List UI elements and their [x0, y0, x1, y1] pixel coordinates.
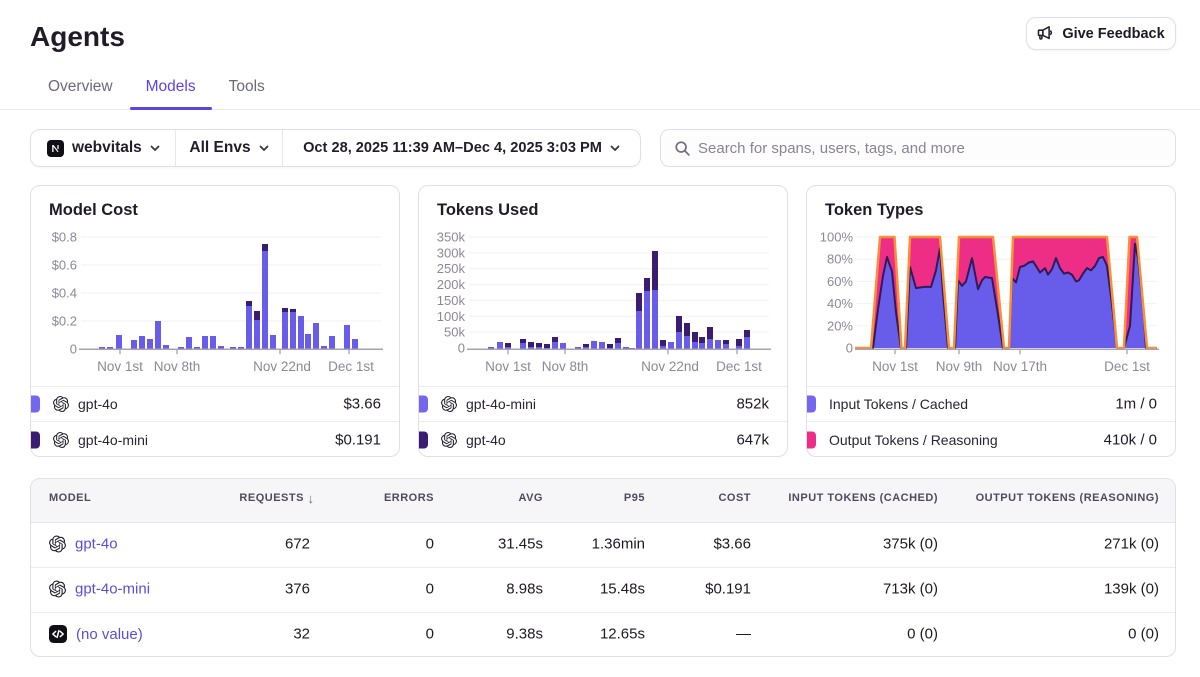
svg-text:Dec 1st: Dec 1st	[716, 359, 762, 374]
svg-text:$0.4: $0.4	[52, 286, 77, 301]
svg-text:50k: 50k	[444, 325, 465, 340]
svg-text:Dec 1st: Dec 1st	[1104, 359, 1150, 374]
svg-text:0: 0	[846, 341, 853, 356]
svg-text:350k: 350k	[437, 230, 466, 245]
svg-text:$0.6: $0.6	[52, 258, 77, 273]
svg-text:300k: 300k	[437, 245, 466, 260]
svg-text:100%: 100%	[820, 230, 854, 245]
svg-text:150k: 150k	[437, 293, 466, 308]
svg-text:$0.8: $0.8	[52, 230, 77, 245]
svg-text:200k: 200k	[437, 277, 466, 292]
svg-text:60%: 60%	[827, 274, 853, 289]
svg-text:Nov 8th: Nov 8th	[154, 359, 201, 374]
svg-text:100k: 100k	[437, 309, 466, 324]
svg-text:Nov 17th: Nov 17th	[993, 359, 1047, 374]
svg-text:250k: 250k	[437, 261, 466, 276]
svg-text:40%: 40%	[827, 296, 853, 311]
svg-text:0: 0	[70, 342, 77, 357]
svg-text:80%: 80%	[827, 252, 853, 267]
svg-text:Nov 22nd: Nov 22nd	[253, 359, 311, 374]
svg-text:Nov 22nd: Nov 22nd	[641, 359, 699, 374]
svg-text:0: 0	[458, 341, 465, 356]
svg-text:Nov 1st: Nov 1st	[485, 359, 531, 374]
svg-text:20%: 20%	[827, 318, 853, 333]
svg-text:Nov 1st: Nov 1st	[872, 359, 918, 374]
svg-text:$0.2: $0.2	[52, 314, 77, 329]
svg-text:Nov 9th: Nov 9th	[936, 359, 983, 374]
svg-text:Dec 1st: Dec 1st	[328, 359, 374, 374]
svg-text:Nov 1st: Nov 1st	[97, 359, 143, 374]
svg-text:Nov 8th: Nov 8th	[542, 359, 589, 374]
